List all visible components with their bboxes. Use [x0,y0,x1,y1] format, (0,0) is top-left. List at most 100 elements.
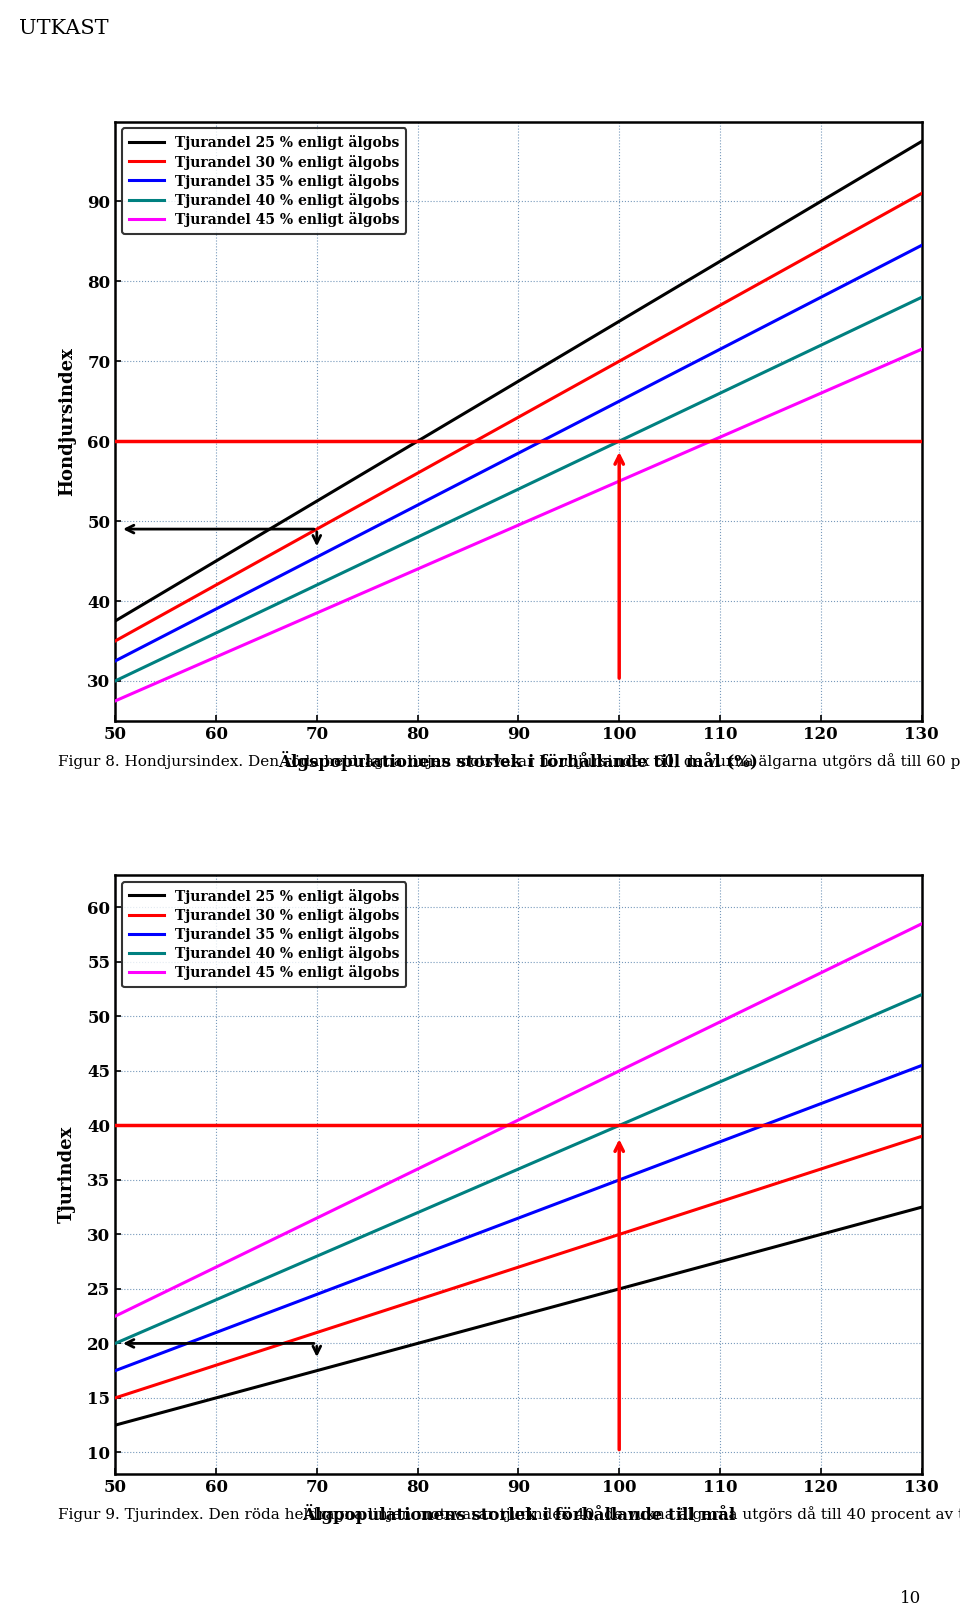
Tjurandel 40 % enligt älgobs [916,288,927,308]
Tjurandel 35 % enligt älgobs [587,405,598,424]
Tjurandel 30 % enligt älgobs [589,1233,601,1252]
Tjurandel 30 % enligt älgobs [916,183,927,202]
Text: 10: 10 [900,1591,922,1607]
Tjurandel 35 % enligt älgobs [109,651,121,671]
Line: Tjurandel 25 % enligt älgobs: Tjurandel 25 % enligt älgobs [115,141,922,620]
Tjurandel 25 % enligt älgobs [109,611,121,630]
Tjurandel 35 % enligt älgobs [587,1181,598,1200]
Tjurandel 25 % enligt älgobs [109,1416,121,1435]
Tjurandel 40 % enligt älgobs [789,348,801,368]
Tjurandel 40 % enligt älgobs [916,985,927,1004]
Tjurandel 30 % enligt älgobs [109,632,121,651]
Tjurandel 45 % enligt älgobs [109,692,121,711]
Tjurandel 45 % enligt älgobs [840,373,852,392]
Tjurandel 30 % enligt älgobs [587,366,598,386]
Tjurandel 45 % enligt älgobs [112,690,124,710]
Tjurandel 45 % enligt älgobs [589,481,601,501]
Tjurandel 30 % enligt älgobs [587,1233,598,1252]
Tjurandel 40 % enligt älgobs [589,442,601,462]
Line: Tjurandel 45 % enligt älgobs: Tjurandel 45 % enligt älgobs [115,923,922,1315]
Tjurandel 35 % enligt älgobs [112,650,124,669]
Tjurandel 40 % enligt älgobs [109,1333,121,1353]
Tjurandel 40 % enligt älgobs [603,1121,614,1140]
Tjurandel 30 % enligt älgobs [603,358,614,377]
Legend: Tjurandel 25 % enligt älgobs, Tjurandel 30 % enligt älgobs, Tjurandel 35 % enlig: Tjurandel 25 % enligt älgobs, Tjurandel … [122,128,406,233]
Text: Figur 8. Hondjursindex. Den röda heldragna linjen motsvarar hondjursindex 60, de: Figur 8. Hondjursindex. Den röda heldrag… [58,753,960,770]
Line: Tjurandel 40 % enligt älgobs: Tjurandel 40 % enligt älgobs [115,995,922,1343]
Tjurandel 30 % enligt älgobs [112,630,124,650]
Tjurandel 40 % enligt älgobs [112,671,124,690]
Line: Tjurandel 35 % enligt älgobs: Tjurandel 35 % enligt älgobs [115,1066,922,1371]
Tjurandel 35 % enligt älgobs [109,1361,121,1380]
Tjurandel 30 % enligt älgobs [109,1388,121,1408]
Tjurandel 30 % enligt älgobs [840,1152,852,1171]
Tjurandel 35 % enligt älgobs [603,1174,614,1194]
Tjurandel 25 % enligt älgobs [112,1414,124,1434]
Tjurandel 40 % enligt älgobs [840,1017,852,1037]
Tjurandel 25 % enligt älgobs [603,1281,614,1301]
Tjurandel 45 % enligt älgobs [789,975,801,995]
Tjurandel 45 % enligt älgobs [916,914,927,933]
Tjurandel 40 % enligt älgobs [603,436,614,455]
Tjurandel 40 % enligt älgobs [789,1040,801,1059]
Tjurandel 35 % enligt älgobs [589,1179,601,1199]
X-axis label: Älgpopulationens storlek i förhållande till mål: Älgpopulationens storlek i förhållande t… [301,1505,735,1524]
Tjurandel 45 % enligt älgobs [587,483,598,502]
Tjurandel 35 % enligt älgobs [112,1359,124,1379]
Line: Tjurandel 30 % enligt älgobs: Tjurandel 30 % enligt älgobs [115,1136,922,1398]
Text: Figur 9. Tjurindex. Den röda heldragna linjen motsvarar tjurindex 40, de vuxna ä: Figur 9. Tjurindex. Den röda heldragna l… [58,1507,960,1523]
Tjurandel 25 % enligt älgobs [789,207,801,227]
Tjurandel 45 % enligt älgobs [603,476,614,496]
Tjurandel 25 % enligt älgobs [589,1286,601,1306]
Tjurandel 45 % enligt älgobs [603,1066,614,1085]
Tjurandel 35 % enligt älgobs [916,1056,927,1076]
Tjurandel 25 % enligt älgobs [112,609,124,629]
Legend: Tjurandel 25 % enligt älgobs, Tjurandel 30 % enligt älgobs, Tjurandel 35 % enlig: Tjurandel 25 % enligt älgobs, Tjurandel … [122,881,406,987]
Tjurandel 35 % enligt älgobs [603,397,614,416]
Tjurandel 30 % enligt älgobs [916,1126,927,1145]
Tjurandel 45 % enligt älgobs [109,1306,121,1325]
Tjurandel 25 % enligt älgobs [840,177,852,196]
Tjurandel 40 % enligt älgobs [109,671,121,690]
Tjurandel 45 % enligt älgobs [916,340,927,360]
Tjurandel 35 % enligt älgobs [840,274,852,293]
Line: Tjurandel 45 % enligt älgobs: Tjurandel 45 % enligt älgobs [115,350,922,701]
Tjurandel 35 % enligt älgobs [916,235,927,254]
Tjurandel 45 % enligt älgobs [589,1072,601,1092]
Tjurandel 40 % enligt älgobs [589,1126,601,1145]
Tjurandel 25 % enligt älgobs [916,131,927,151]
Line: Tjurandel 40 % enligt älgobs: Tjurandel 40 % enligt älgobs [115,298,922,680]
Y-axis label: Hondjursindex: Hondjursindex [59,347,76,496]
Tjurandel 25 % enligt älgobs [589,326,601,345]
Tjurandel 35 % enligt älgobs [789,301,801,321]
Tjurandel 25 % enligt älgobs [603,318,614,337]
Tjurandel 45 % enligt älgobs [789,395,801,415]
Tjurandel 25 % enligt älgobs [587,327,598,347]
Tjurandel 35 % enligt älgobs [789,1103,801,1123]
Line: Tjurandel 30 % enligt älgobs: Tjurandel 30 % enligt älgobs [115,193,922,642]
Tjurandel 30 % enligt älgobs [840,225,852,245]
Tjurandel 25 % enligt älgobs [587,1286,598,1306]
Tjurandel 30 % enligt älgobs [789,254,801,274]
Tjurandel 35 % enligt älgobs [840,1084,852,1103]
X-axis label: Älgspopulationens storlek i förhållande till mål (%): Älgspopulationens storlek i förhållande … [278,752,758,771]
Y-axis label: Tjurindex: Tjurindex [59,1126,76,1223]
Tjurandel 35 % enligt älgobs [589,403,601,423]
Tjurandel 30 % enligt älgobs [589,364,601,384]
Tjurandel 30 % enligt älgobs [603,1228,614,1247]
Tjurandel 30 % enligt älgobs [112,1387,124,1406]
Tjurandel 40 % enligt älgobs [587,444,598,463]
Tjurandel 45 % enligt älgobs [587,1074,598,1094]
Line: Tjurandel 35 % enligt älgobs: Tjurandel 35 % enligt älgobs [115,245,922,661]
Tjurandel 25 % enligt älgobs [840,1218,852,1238]
Tjurandel 30 % enligt älgobs [789,1168,801,1187]
Tjurandel 40 % enligt älgobs [587,1128,598,1147]
Line: Tjurandel 25 % enligt älgobs: Tjurandel 25 % enligt älgobs [115,1207,922,1426]
Tjurandel 45 % enligt älgobs [112,1306,124,1325]
Tjurandel 40 % enligt älgobs [840,324,852,343]
Tjurandel 40 % enligt älgobs [112,1333,124,1353]
Text: UTKAST: UTKAST [19,19,108,39]
Tjurandel 25 % enligt älgobs [789,1231,801,1251]
Tjurandel 45 % enligt älgobs [840,951,852,970]
Tjurandel 25 % enligt älgobs [916,1197,927,1217]
